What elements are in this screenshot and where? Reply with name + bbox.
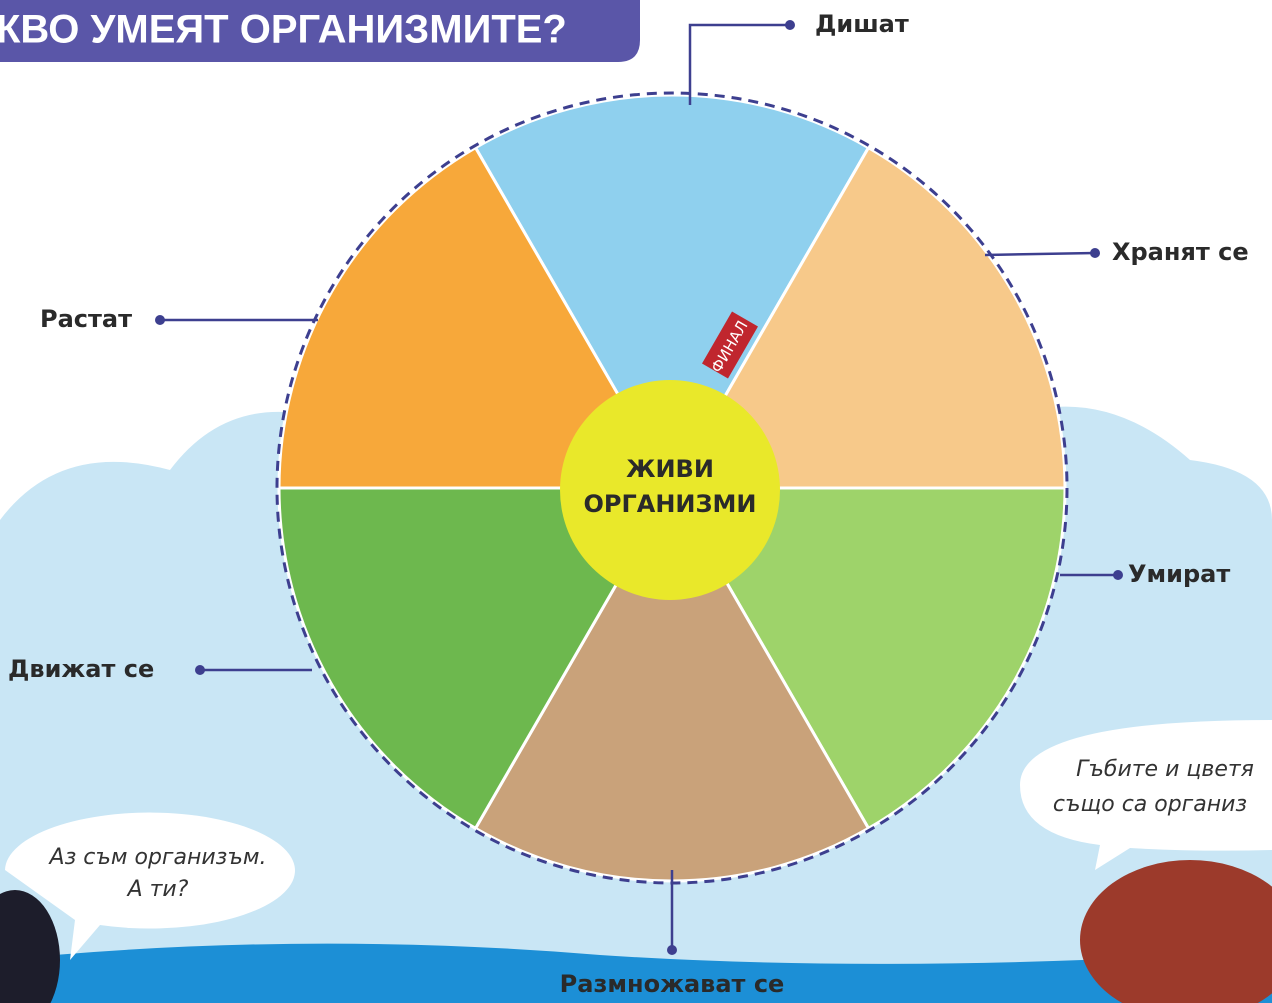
bubble-text: А ти?	[126, 877, 189, 902]
bubble-text: Гъбите и цветя	[1076, 757, 1254, 782]
label: Умират	[1128, 560, 1230, 588]
leader-dot	[195, 665, 205, 675]
leader-dot	[1090, 248, 1100, 258]
leader-dot	[155, 315, 165, 325]
label: Движат се	[8, 655, 154, 683]
title: КВО УМЕЯТ ОРГАНИЗМИТЕ?	[0, 8, 567, 52]
label: Растат	[40, 305, 132, 333]
page: КВО УМЕЯТ ОРГАНИЗМИТЕ? ЖИВИ ОРГАНИЗМИ ФИ…	[0, 0, 1272, 1003]
leader-dot	[1113, 570, 1123, 580]
bubble-text: Аз съм организъм.	[48, 845, 267, 870]
label: Размножават се	[560, 970, 785, 998]
leader-dot	[667, 945, 677, 955]
bubble-text: също са организ	[1053, 792, 1247, 817]
label: Хранят се	[1112, 238, 1249, 266]
leader-line	[985, 253, 1095, 255]
label: Дишат	[815, 10, 909, 38]
center-line: ЖИВИ	[626, 455, 714, 483]
center-line: ОРГАНИЗМИ	[583, 490, 756, 518]
leader-dot	[785, 20, 795, 30]
